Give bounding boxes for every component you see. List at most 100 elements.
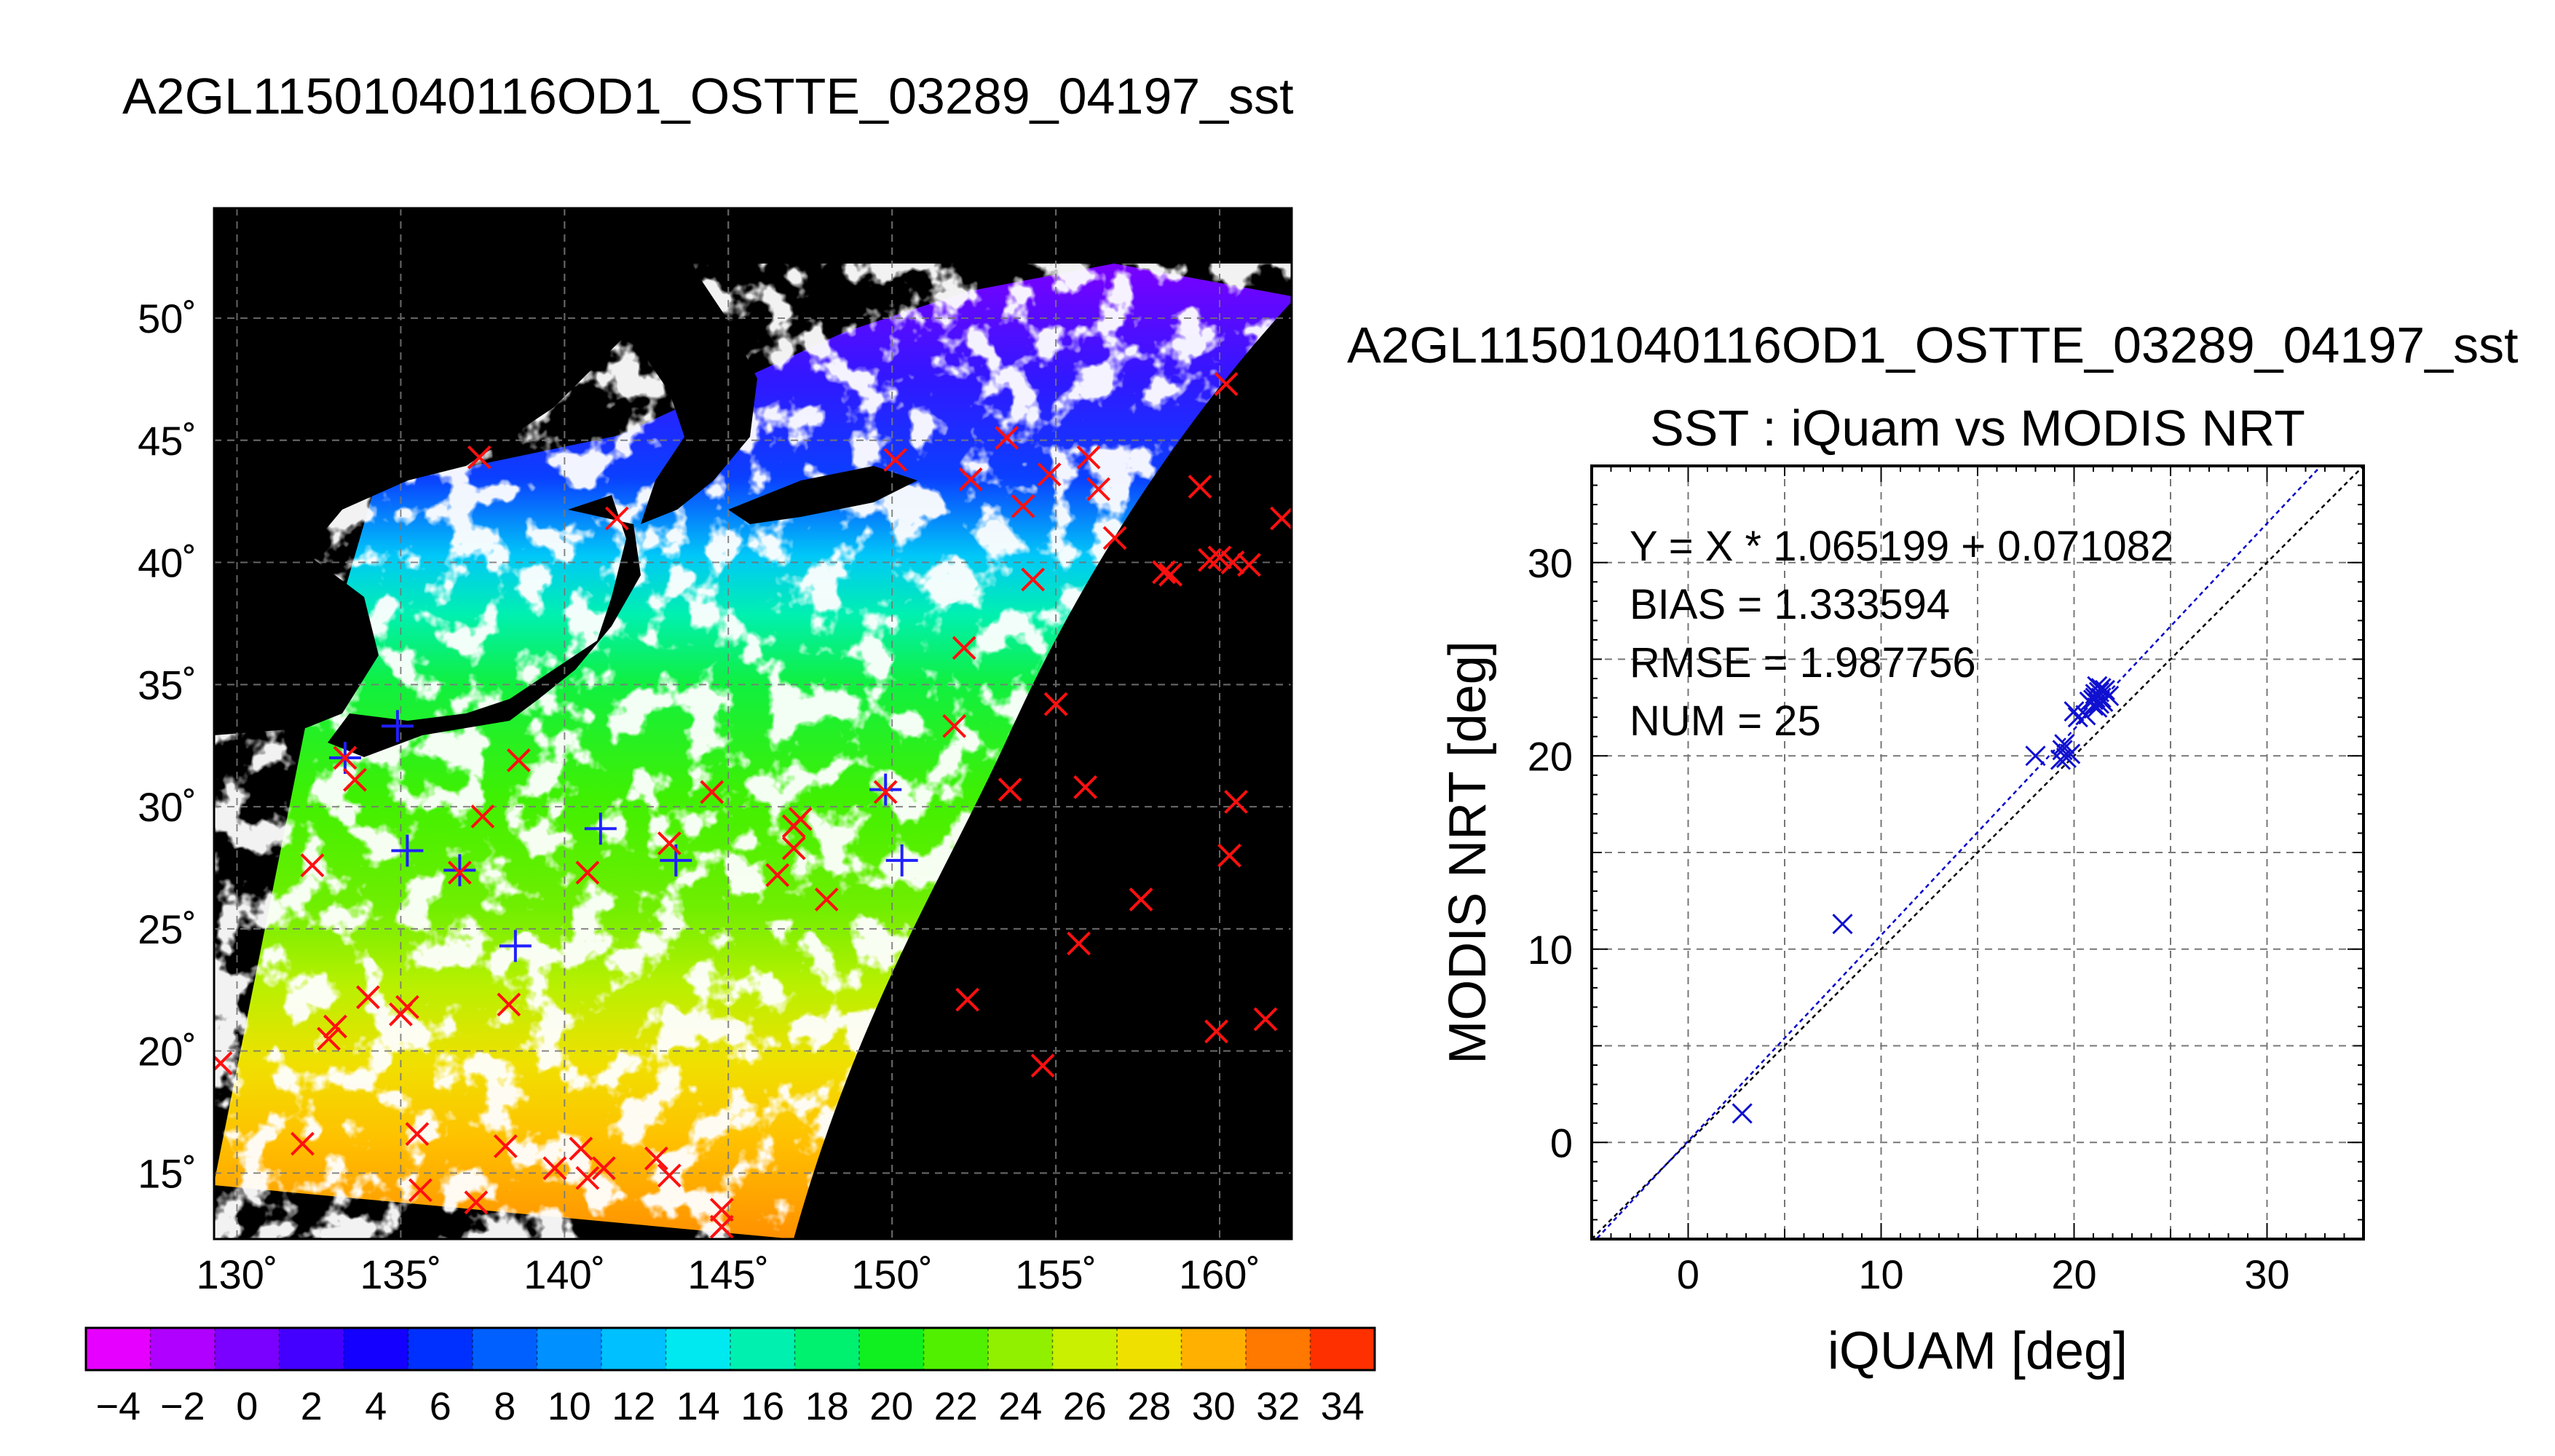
map-graticule-dark xyxy=(214,208,1292,1239)
iquam-marker xyxy=(408,1178,433,1203)
iquam-marker xyxy=(781,836,806,860)
iquam-marker xyxy=(1188,475,1212,499)
colorbar-tick-label: 2 xyxy=(301,1385,323,1428)
lat-tick-label: 40˚ xyxy=(138,540,197,586)
scatter-point xyxy=(2067,707,2088,728)
scatter-ticks: 0 10 20 30 0 10 20 30 xyxy=(1528,465,2364,1297)
scatter-point xyxy=(1832,914,1853,935)
iquam-marker xyxy=(575,1166,600,1190)
colorbar-cell xyxy=(666,1328,731,1370)
colorbar-frame xyxy=(84,1326,1376,1372)
colorbar-cell xyxy=(1246,1328,1311,1370)
lon-tick-label: 140˚ xyxy=(524,1251,605,1297)
scatter-point xyxy=(2064,701,2085,722)
iquam-marker xyxy=(1253,1007,1278,1032)
colorbar-cell xyxy=(988,1328,1053,1370)
colorbar-cell xyxy=(279,1328,344,1370)
scatter-point xyxy=(2075,705,2096,726)
stats-fit: Y = X * 1.065199 + 0.071082 xyxy=(1630,523,2173,570)
iquam-marker xyxy=(700,780,724,804)
lon-tick-label: 160˚ xyxy=(1179,1251,1260,1297)
iquam-marker xyxy=(1158,562,1182,587)
colorbar-tick-label: −4 xyxy=(95,1385,141,1428)
iquam-marker xyxy=(356,985,380,1010)
iquam-marker xyxy=(952,636,976,660)
colorbar-cell xyxy=(601,1328,666,1370)
colorbar-tick-label: −2 xyxy=(160,1385,205,1428)
one-to-one-line xyxy=(1592,466,2364,1239)
iquam-marker xyxy=(1102,526,1127,550)
scatter-xtick-label: 30 xyxy=(2244,1251,2289,1297)
lat-tick-label: 20˚ xyxy=(138,1029,197,1075)
iquam-marker xyxy=(604,506,629,531)
colorbar-cell xyxy=(473,1328,537,1370)
iquam-marker xyxy=(1204,1019,1228,1044)
scatter-point xyxy=(2052,740,2073,761)
scatter-points xyxy=(1731,676,2120,1124)
colorbar-tick-label: 28 xyxy=(1127,1385,1171,1428)
iquam-marker xyxy=(395,994,419,1019)
lat-tick-label: 25˚ xyxy=(138,906,197,952)
fit-line xyxy=(1595,466,2323,1239)
scatter-title: SST : iQuam vs MODIS NRT xyxy=(1650,400,2305,456)
iquam-marker xyxy=(464,1190,489,1215)
iquam-marker xyxy=(883,448,908,472)
colorbar-cell xyxy=(150,1328,216,1370)
iquam-marker xyxy=(1043,692,1068,716)
scatter-point xyxy=(2094,679,2115,701)
iquam-marker xyxy=(1073,775,1098,799)
figure-title: A2GL11501040116OD1_OSTTE_03289_04197_sst xyxy=(122,68,1294,124)
scatter-xlabel: iQUAM [deg] xyxy=(1828,1322,2128,1380)
iquam-marker xyxy=(447,860,472,885)
iquam-marker xyxy=(569,1136,593,1161)
lat-tick-label: 45˚ xyxy=(138,418,197,464)
iquam-marker xyxy=(1086,477,1111,502)
scatter-point xyxy=(2060,743,2081,764)
colorbar-tick-label: 4 xyxy=(365,1385,387,1428)
iquam-marker xyxy=(1224,789,1248,814)
iquam-marker xyxy=(998,778,1022,802)
colorbar-cell xyxy=(1181,1328,1247,1370)
scatter-panel: A2GL11501040116OD1_OSTTE_03289_04197_sst… xyxy=(1347,317,2519,1380)
scatter-file-title: A2GL11501040116OD1_OSTTE_03289_04197_sst xyxy=(1347,317,2519,373)
iquam-marker xyxy=(942,713,967,738)
iquam-marker xyxy=(958,467,983,491)
colorbar-tick-label: 14 xyxy=(676,1385,720,1428)
colorbar-tick-label: 8 xyxy=(494,1385,516,1428)
scatter-stats: Y = X * 1.065199 + 0.071082 BIAS = 1.333… xyxy=(1630,523,2173,745)
scatter-ytick-label: 20 xyxy=(1528,733,1573,779)
iquam-marker xyxy=(955,987,980,1012)
colorbar-tick-label: 16 xyxy=(741,1385,784,1428)
iquam-marker xyxy=(765,863,790,887)
iquam-marker xyxy=(1237,553,1261,577)
scatter-point xyxy=(2085,687,2106,708)
stats-num: NUM = 25 xyxy=(1630,697,1821,745)
colorbar-cell xyxy=(344,1328,408,1370)
scatter-xtick-label: 0 xyxy=(1677,1251,1699,1297)
colorbar-cell xyxy=(537,1328,602,1370)
lon-tick-label: 145˚ xyxy=(687,1251,769,1297)
land-mask xyxy=(214,208,917,757)
colorbar-tick-label: 32 xyxy=(1256,1385,1300,1428)
sst-colorbar: −4 −2 0 2 4 6 8 10 12 14 16 18 20 22 24 26 28 30 32 34 xyxy=(84,1326,1376,1428)
colorbar-cell xyxy=(1052,1328,1118,1370)
longitude-labels: 130˚ 135˚ 140˚ 145˚ 150˚ 155˚ 160˚ xyxy=(196,1251,1260,1297)
colorbar-tick-label: 22 xyxy=(934,1385,978,1428)
colorbar-tick-label: 34 xyxy=(1321,1385,1365,1428)
matchup-markers xyxy=(214,372,1292,1239)
lon-tick-label: 155˚ xyxy=(1015,1251,1097,1297)
iquam-marker xyxy=(1214,372,1239,397)
iquam-marker xyxy=(709,1214,734,1239)
stats-rmse: RMSE = 1.987756 xyxy=(1630,639,1976,687)
latitude-labels: 15˚ 20˚ 25˚ 30˚ 35˚ 40˚ 45˚ 50˚ xyxy=(138,296,197,1196)
colorbar-tick-label: 0 xyxy=(236,1385,258,1428)
iquam-marker xyxy=(591,1156,616,1181)
iquam-marker xyxy=(709,1198,734,1222)
lon-tick-label: 130˚ xyxy=(196,1251,277,1297)
colorbar-cell xyxy=(730,1328,795,1370)
colorbar-tick-label: 30 xyxy=(1192,1385,1236,1428)
iquam-marker xyxy=(343,767,367,792)
iquam-marker xyxy=(1037,462,1062,487)
iquam-marker xyxy=(1198,547,1222,572)
